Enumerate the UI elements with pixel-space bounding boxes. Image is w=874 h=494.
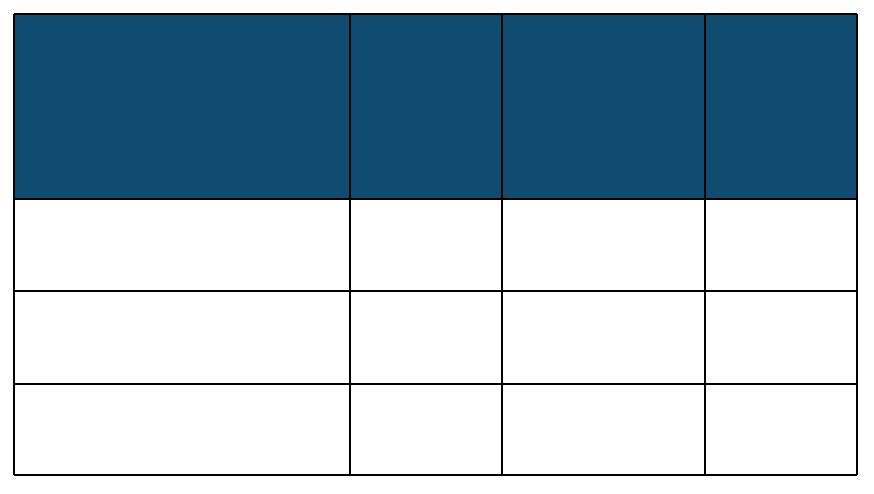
body-rows [14, 199, 857, 475]
header-row [14, 14, 857, 199]
